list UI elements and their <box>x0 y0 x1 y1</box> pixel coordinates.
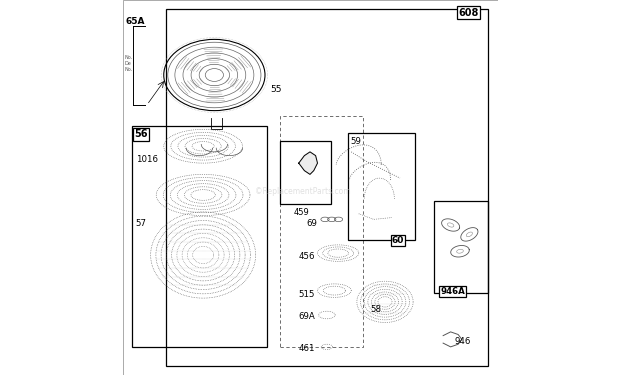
Bar <box>280 116 363 347</box>
Bar <box>280 141 330 204</box>
Text: 459: 459 <box>293 208 309 217</box>
Text: 55: 55 <box>270 86 282 94</box>
Text: 608: 608 <box>458 8 479 18</box>
Text: 456: 456 <box>299 252 315 261</box>
Text: 1016: 1016 <box>136 155 157 164</box>
Polygon shape <box>299 152 317 174</box>
Text: No.
De
No.: No. De No. <box>125 56 133 72</box>
Text: 57: 57 <box>136 219 146 228</box>
Text: 59: 59 <box>350 137 361 146</box>
Text: 461: 461 <box>299 344 315 353</box>
Text: 65A: 65A <box>125 17 144 26</box>
Text: 515: 515 <box>299 290 315 299</box>
Text: 56: 56 <box>135 129 148 140</box>
Text: 58: 58 <box>370 305 381 314</box>
Text: ©ReplacementParts.com: ©ReplacementParts.com <box>255 187 350 196</box>
Text: 60: 60 <box>392 236 404 245</box>
Bar <box>434 201 488 292</box>
Bar <box>166 9 488 366</box>
Text: 69A: 69A <box>299 312 316 321</box>
Text: 946A: 946A <box>440 287 465 296</box>
Text: 69: 69 <box>306 219 317 228</box>
Bar <box>132 126 267 347</box>
Bar <box>347 133 415 240</box>
Text: 946: 946 <box>454 337 471 346</box>
